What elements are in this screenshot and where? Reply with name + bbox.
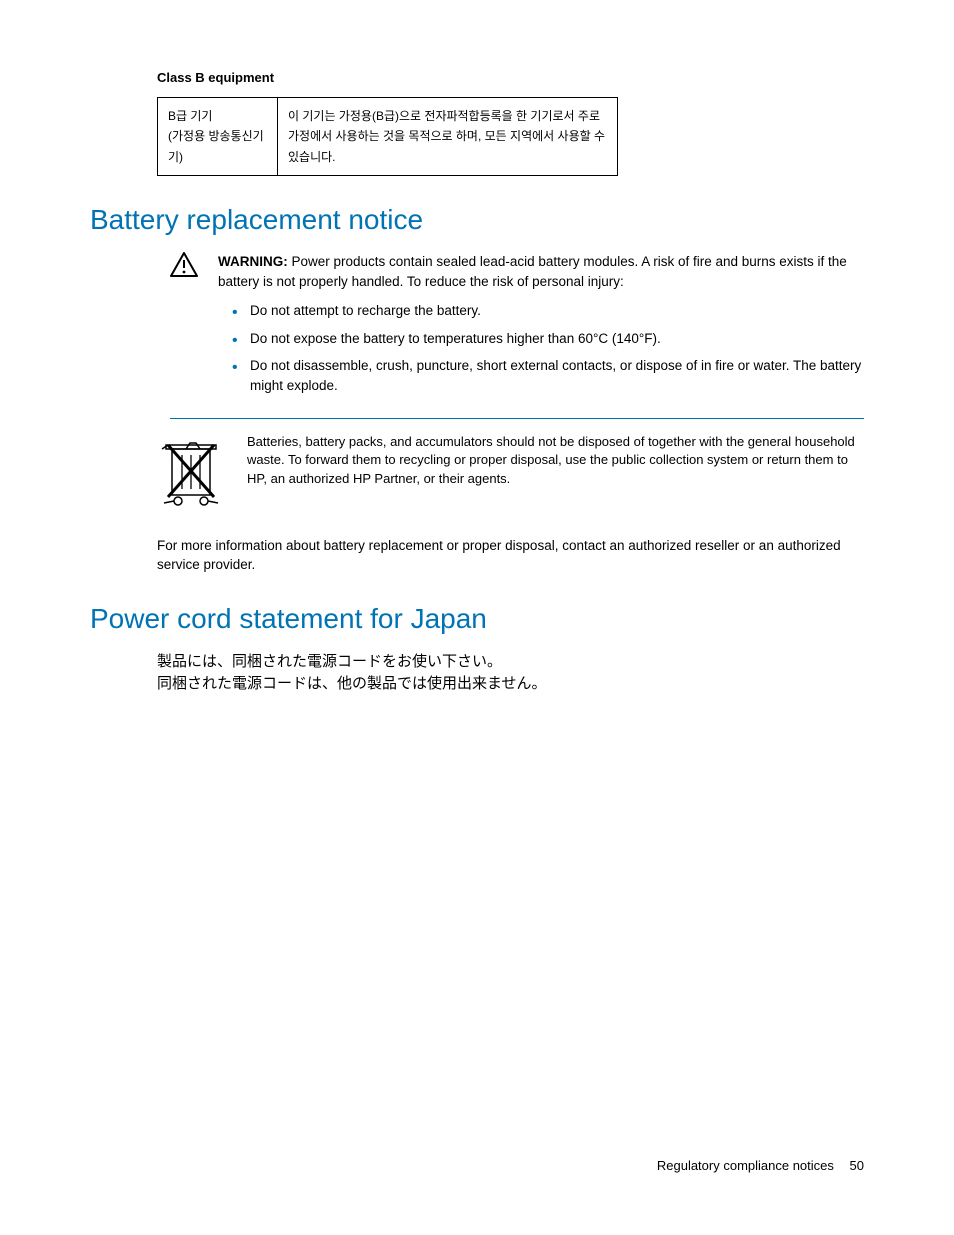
warning-icon-column xyxy=(170,252,210,278)
warning-triangle-icon xyxy=(170,252,198,278)
warning-text-column: WARNING: Power products contain sealed l… xyxy=(210,252,864,403)
korean-left-line2: (가정용 방송통신기기) xyxy=(168,126,267,167)
japan-section-heading: Power cord statement for Japan xyxy=(90,603,864,635)
warning-bullet-item: Do not expose the battery to temperature… xyxy=(232,329,864,349)
footer-label: Regulatory compliance notices xyxy=(657,1158,834,1173)
no-trash-bin-icon xyxy=(160,435,222,511)
warning-bullet-list: Do not attempt to recharge the battery. … xyxy=(232,301,864,395)
disposal-icon-column xyxy=(160,433,235,516)
japan-line2: 同梱された電源コードは、他の製品では使用出来ません。 xyxy=(157,673,864,696)
disposal-text: Batteries, battery packs, and accumulato… xyxy=(235,433,864,490)
class-b-heading: Class B equipment xyxy=(157,70,864,85)
korean-table-right-cell: 이 기기는 가정용(B급)으로 전자파적합등록을 한 기기로서 주로 가정에서 … xyxy=(278,98,618,176)
more-info-text: For more information about battery repla… xyxy=(157,536,864,575)
document-page: Class B equipment B급 기기 (가정용 방송통신기기) 이 기… xyxy=(0,0,954,736)
warning-label: WARNING: xyxy=(218,254,288,269)
warning-bullet-item: Do not attempt to recharge the battery. xyxy=(232,301,864,321)
warning-intro-text: WARNING: Power products contain sealed l… xyxy=(218,252,864,291)
section-divider xyxy=(170,418,864,419)
battery-section-heading: Battery replacement notice xyxy=(90,204,864,236)
page-number: 50 xyxy=(850,1158,864,1173)
japan-statement: 製品には、同梱された電源コードをお使い下さい。 同梱された電源コードは、他の製品… xyxy=(157,651,864,696)
korean-table-left-cell: B급 기기 (가정용 방송통신기기) xyxy=(158,98,278,176)
page-footer: Regulatory compliance notices 50 xyxy=(657,1158,864,1173)
korean-left-line1: B급 기기 xyxy=(168,106,267,126)
warning-intro-span: Power products contain sealed lead-acid … xyxy=(218,254,847,289)
korean-classification-table: B급 기기 (가정용 방송통신기기) 이 기기는 가정용(B급)으로 전자파적합… xyxy=(157,97,618,176)
warning-bullet-item: Do not disassemble, crush, puncture, sho… xyxy=(232,356,864,395)
japan-line1: 製品には、同梱された電源コードをお使い下さい。 xyxy=(157,651,864,674)
warning-block: WARNING: Power products contain sealed l… xyxy=(170,252,864,403)
disposal-block: Batteries, battery packs, and accumulato… xyxy=(160,433,864,516)
